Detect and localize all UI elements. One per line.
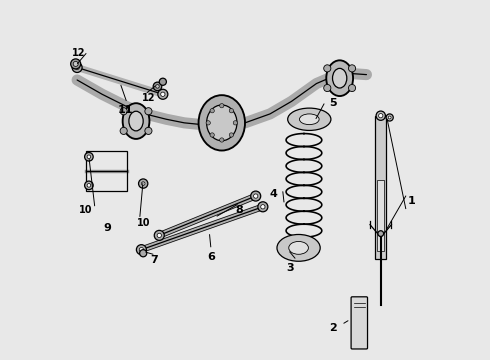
Circle shape: [159, 78, 167, 85]
Text: 7: 7: [150, 255, 158, 265]
Circle shape: [258, 202, 268, 212]
Circle shape: [378, 231, 384, 237]
Bar: [377, 180, 384, 251]
Circle shape: [156, 85, 159, 88]
Circle shape: [71, 59, 81, 69]
Circle shape: [139, 248, 144, 252]
Text: 1: 1: [407, 197, 415, 206]
Circle shape: [324, 85, 331, 91]
Ellipse shape: [299, 114, 319, 125]
Ellipse shape: [277, 234, 320, 261]
Circle shape: [348, 65, 356, 72]
Text: 11: 11: [118, 105, 133, 115]
Circle shape: [229, 133, 234, 137]
Circle shape: [145, 127, 152, 134]
Bar: [375, 116, 386, 258]
Circle shape: [157, 233, 161, 238]
Circle shape: [140, 249, 147, 257]
Circle shape: [158, 89, 168, 99]
Circle shape: [229, 109, 234, 113]
Circle shape: [220, 104, 224, 108]
Circle shape: [386, 114, 393, 121]
Text: 10: 10: [79, 205, 93, 215]
Text: 2: 2: [329, 323, 337, 333]
Text: 4: 4: [270, 189, 277, 199]
Circle shape: [324, 65, 331, 72]
Circle shape: [87, 184, 91, 187]
Ellipse shape: [129, 111, 143, 131]
Circle shape: [261, 204, 265, 209]
Text: 5: 5: [329, 98, 336, 108]
Circle shape: [136, 245, 147, 255]
Text: 3: 3: [286, 262, 294, 273]
Text: 6: 6: [207, 252, 215, 262]
Circle shape: [376, 111, 386, 120]
Circle shape: [153, 82, 162, 91]
Circle shape: [348, 85, 356, 91]
Text: 10: 10: [136, 218, 150, 228]
Circle shape: [154, 230, 164, 240]
Ellipse shape: [288, 108, 331, 130]
Circle shape: [139, 179, 148, 188]
Circle shape: [75, 65, 79, 69]
Circle shape: [87, 155, 91, 158]
Circle shape: [120, 127, 127, 134]
Circle shape: [379, 113, 383, 118]
Circle shape: [210, 133, 214, 137]
Circle shape: [210, 109, 214, 113]
Ellipse shape: [207, 105, 237, 141]
Circle shape: [142, 182, 145, 185]
Text: 9: 9: [103, 223, 111, 233]
Circle shape: [72, 63, 82, 72]
Text: 12: 12: [72, 48, 86, 58]
Circle shape: [253, 194, 258, 198]
Ellipse shape: [198, 95, 245, 150]
Circle shape: [73, 62, 78, 66]
Circle shape: [251, 191, 261, 201]
Text: 12: 12: [142, 93, 155, 103]
Ellipse shape: [122, 103, 149, 139]
Circle shape: [161, 92, 165, 96]
Ellipse shape: [326, 60, 353, 96]
Circle shape: [206, 121, 210, 125]
Text: 8: 8: [236, 205, 244, 215]
Circle shape: [85, 181, 93, 190]
Circle shape: [220, 138, 224, 142]
Circle shape: [388, 116, 391, 119]
Bar: [86, 152, 127, 191]
Ellipse shape: [289, 242, 308, 254]
Circle shape: [85, 153, 93, 161]
Circle shape: [233, 121, 238, 125]
Circle shape: [120, 108, 127, 115]
Ellipse shape: [333, 68, 347, 88]
FancyBboxPatch shape: [351, 297, 368, 349]
Circle shape: [145, 108, 152, 115]
